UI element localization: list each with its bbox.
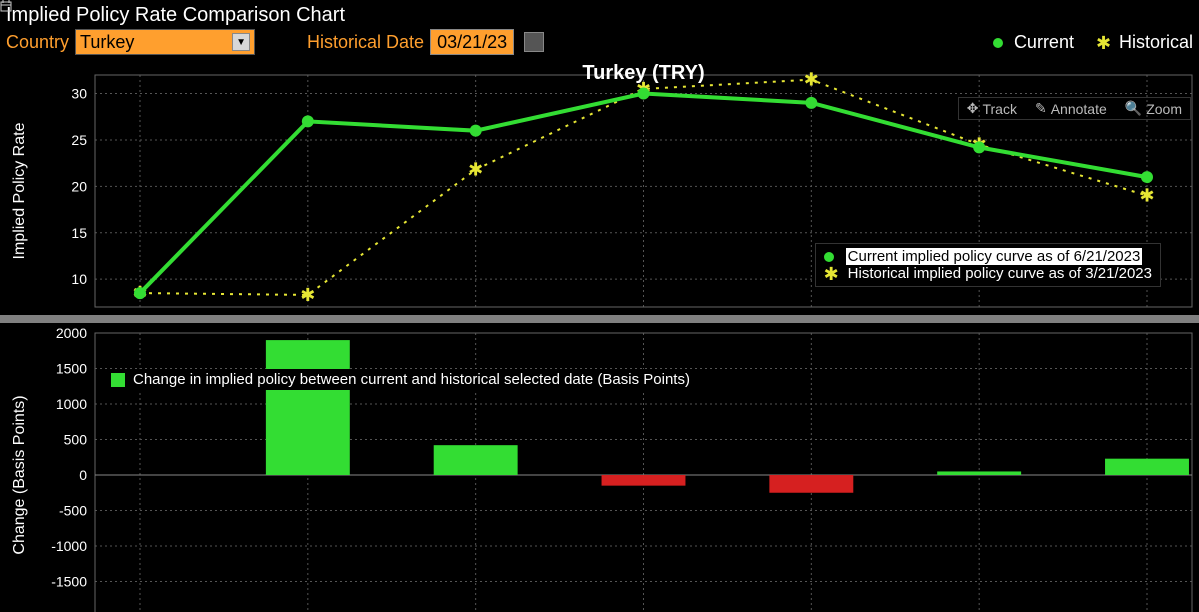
svg-text:20: 20 <box>71 178 87 194</box>
svg-text:✱: ✱ <box>804 70 819 90</box>
svg-text:-1500: -1500 <box>51 574 87 590</box>
legend-row-historical: ✱ Historical implied policy curve as of … <box>824 265 1152 282</box>
legend-historical: ✱ Historical <box>1096 32 1193 53</box>
chart-area: ✥ Track ✎ Annotate 🔍 Zoom 1015202530Turk… <box>0 57 1199 612</box>
star-icon: ✱ <box>824 268 836 280</box>
circle-icon <box>993 38 1003 48</box>
svg-text:✱: ✱ <box>1139 186 1154 206</box>
square-icon <box>111 373 125 387</box>
svg-text:1500: 1500 <box>56 361 87 377</box>
svg-text:-500: -500 <box>59 503 87 519</box>
country-select[interactable]: Turkey ▼ <box>75 29 255 55</box>
svg-text:25: 25 <box>71 132 87 148</box>
svg-text:✱: ✱ <box>468 160 483 180</box>
svg-text:30: 30 <box>71 86 87 102</box>
series-legend: Current implied policy curve as of 6/21/… <box>815 243 1161 287</box>
svg-text:500: 500 <box>64 432 88 448</box>
svg-text:✱: ✱ <box>300 285 315 305</box>
country-label: Country <box>6 32 69 53</box>
bar-legend: Change in implied policy between current… <box>105 369 696 390</box>
svg-text:10: 10 <box>71 271 87 287</box>
svg-text:15: 15 <box>71 225 87 241</box>
circle-icon <box>824 252 834 262</box>
historical-date-input[interactable]: 03/21/23 <box>430 29 514 55</box>
svg-text:2000: 2000 <box>56 325 87 341</box>
date-value: 03/21/23 <box>437 32 507 53</box>
historical-date-label: Historical Date <box>307 32 424 53</box>
country-value: Turkey <box>80 32 134 53</box>
chevron-down-icon: ▼ <box>232 33 250 51</box>
header-legend: Current ✱ Historical <box>993 32 1193 53</box>
star-icon: ✱ <box>1096 37 1108 49</box>
controls-row: Country Turkey ▼ Historical Date 03/21/2… <box>6 29 1193 55</box>
svg-text:0: 0 <box>79 467 87 483</box>
calendar-icon[interactable] <box>524 32 544 52</box>
svg-text:Change (Basis Points): Change (Basis Points) <box>11 395 28 554</box>
header: Implied Policy Rate Comparison Chart Cou… <box>0 0 1199 57</box>
chart-separator <box>0 315 1199 323</box>
svg-text:Implied Policy Rate: Implied Policy Rate <box>11 122 28 259</box>
svg-text:-1000: -1000 <box>51 538 87 554</box>
chart-svg: 1015202530Turkey (TRY)Implied Policy Rat… <box>0 57 1199 612</box>
legend-current: Current <box>993 32 1074 53</box>
page-title: Implied Policy Rate Comparison Chart <box>6 4 1193 27</box>
svg-text:1000: 1000 <box>56 396 87 412</box>
legend-row-current: Current implied policy curve as of 6/21/… <box>824 248 1152 265</box>
